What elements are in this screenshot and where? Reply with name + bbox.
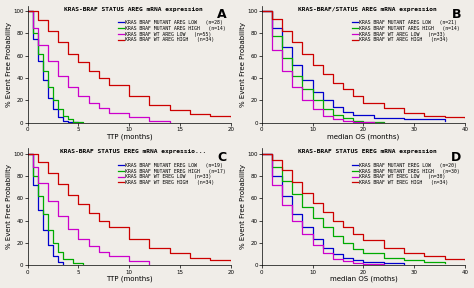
Text: KRAS-BRAF/STATUS AREG mRNA expression: KRAS-BRAF/STATUS AREG mRNA expression — [298, 7, 437, 12]
Legend: KRAS BRAF MUTANT EREG LOW   (n=20), KRAS BRAF MUTANT EREG HIGH   (n=30), KRAS BR: KRAS BRAF MUTANT EREG LOW (n=20), KRAS B… — [352, 162, 460, 185]
Text: KRAS-BRAF STATUS AREG mRNA expression: KRAS-BRAF STATUS AREG mRNA expression — [64, 7, 202, 12]
X-axis label: TTP (months): TTP (months) — [106, 133, 153, 140]
Y-axis label: % Event Free Probability: % Event Free Probability — [6, 164, 11, 249]
X-axis label: median OS (months): median OS (months) — [327, 133, 400, 140]
Legend: KRAS BRAF MUTANT EREG LOW   (n=19), KRAS BRAF MUTANT EREG HIGH   (n=17), KRAS BR: KRAS BRAF MUTANT EREG LOW (n=19), KRAS B… — [118, 162, 226, 185]
Y-axis label: % Event Free Probability: % Event Free Probability — [240, 164, 246, 249]
Text: D: D — [451, 151, 461, 164]
Text: B: B — [451, 8, 461, 21]
Y-axis label: % Event Free Probability: % Event Free Probability — [240, 22, 246, 107]
Text: A: A — [217, 8, 227, 21]
X-axis label: TTP (months): TTP (months) — [106, 276, 153, 283]
Text: C: C — [218, 151, 227, 164]
Legend: KRAS BRAF MUTANT AREG LOW   (n=28), KRAS BRAF MUTANT AREG HIGH   (n=14), KRAS BR: KRAS BRAF MUTANT AREG LOW (n=28), KRAS B… — [118, 20, 226, 43]
Text: KRAS-BRAF STATUS EREG mRNA expressio...: KRAS-BRAF STATUS EREG mRNA expressio... — [60, 149, 206, 154]
Legend: KRAS BRAF MUTANT AREG LOW   (n=21), KRAS BRAF MUTANT AREG HIGH   (n=14), KRAS BR: KRAS BRAF MUTANT AREG LOW (n=21), KRAS B… — [352, 20, 460, 43]
Text: KRAS-BRAF STATUS EREG mRNA expression: KRAS-BRAF STATUS EREG mRNA expression — [298, 149, 437, 154]
Y-axis label: % Event Free Probability: % Event Free Probability — [6, 22, 11, 107]
X-axis label: median OS (moths): median OS (moths) — [329, 276, 397, 283]
